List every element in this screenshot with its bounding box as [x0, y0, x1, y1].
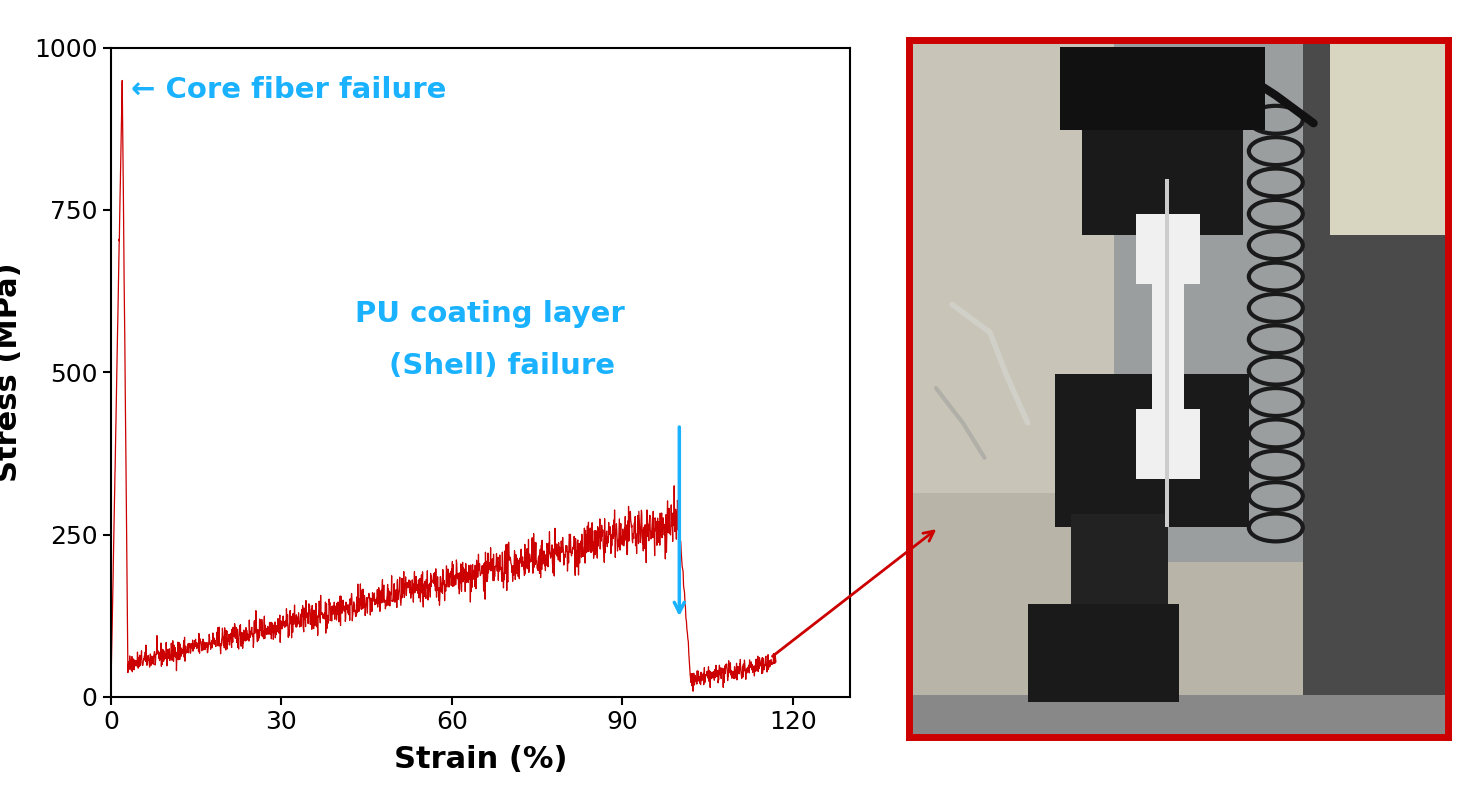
- Bar: [1055, 374, 1249, 527]
- Bar: [1165, 179, 1169, 527]
- Text: PU coating layer: PU coating layer: [355, 300, 625, 328]
- Bar: [1135, 409, 1200, 478]
- Bar: [1302, 40, 1448, 737]
- Bar: [1151, 269, 1184, 423]
- Bar: [1060, 47, 1265, 130]
- Text: (Shell) failure: (Shell) failure: [389, 352, 615, 379]
- Bar: [1027, 604, 1179, 702]
- Text: ← Core fiber failure: ← Core fiber failure: [130, 76, 446, 104]
- Bar: [1114, 40, 1302, 562]
- X-axis label: Strain (%): Strain (%): [393, 745, 568, 775]
- Bar: [1082, 109, 1243, 234]
- Bar: [1072, 513, 1168, 611]
- Y-axis label: Stress (MPa): Stress (MPa): [0, 262, 24, 482]
- Bar: [909, 40, 1206, 493]
- Bar: [1330, 40, 1448, 234]
- Bar: [909, 695, 1448, 737]
- Bar: [1135, 214, 1200, 284]
